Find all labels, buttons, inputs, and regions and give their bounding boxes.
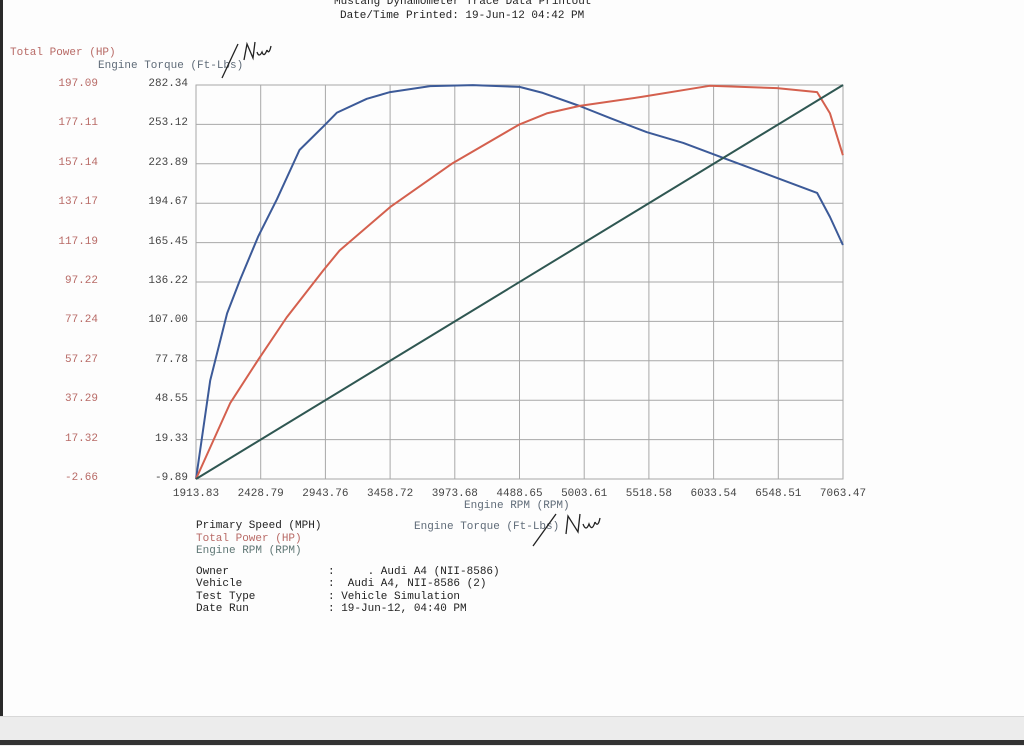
torque-tick-label: -9.89 <box>154 472 188 484</box>
series-line-total-power-hp <box>195 84 844 480</box>
power-tick-label: 177.11 <box>58 117 98 130</box>
power-tick-label: 57.27 <box>64 353 98 366</box>
torque-tick-label: 223.89 <box>148 156 188 169</box>
torque-tick-label: 282.34 <box>148 78 188 90</box>
x-tick-label: 5518.58 <box>625 488 672 500</box>
x-tick-label: 6548.51 <box>755 488 802 500</box>
x-tick-label: 2943.76 <box>302 488 349 500</box>
power-tick-label: 77.24 <box>64 314 98 327</box>
series-line-engine-rpm-rpm <box>195 84 844 480</box>
scan-bottom-edge <box>0 740 1024 745</box>
legend-engine-rpm: Engine RPM (RPM) <box>196 545 302 557</box>
power-tick-label: 157.14 <box>58 156 98 169</box>
x-tick-label: 3458.72 <box>366 488 414 500</box>
power-tick-label: 137.17 <box>58 196 98 209</box>
torque-tick-label: 194.67 <box>148 196 188 209</box>
series-line-engine-torque-ft-lbs <box>195 84 844 480</box>
x-tick-label: 1913.83 <box>172 488 220 500</box>
legend-primary-speed: Primary Speed (MPH) <box>196 520 322 532</box>
report-title: Mustang Dynamometer Trace Data Printout <box>334 0 592 8</box>
torque-tick-label: 48.55 <box>154 393 188 406</box>
x-tick-label: 6033.54 <box>690 488 737 500</box>
x-tick-label: 2428.79 <box>237 488 284 500</box>
torque-tick-label: 19.33 <box>154 432 188 445</box>
info-value: : Audi A4, NII-8586 (2) <box>328 578 487 591</box>
printed-date: Date/Time Printed: 19-Jun-12 04:42 PM <box>340 10 585 22</box>
x-tick-label: 4488.65 <box>496 488 543 500</box>
legend-total-power: Total Power (HP) <box>196 533 302 545</box>
power-tick-label: 197.09 <box>58 78 98 90</box>
legend-engine-torque: Engine Torque (Ft-Lbs) <box>414 521 560 533</box>
torque-tick-label: 107.00 <box>148 314 188 327</box>
info-value: : Vehicle Simulation <box>328 590 461 603</box>
power-tick-label: -2.66 <box>64 472 98 484</box>
torque-tick-label: 165.45 <box>148 235 188 248</box>
x-tick-label: 5003.61 <box>561 488 608 500</box>
info-label: Vehicle <box>196 578 243 591</box>
scan-edge <box>0 0 3 745</box>
info-label: Owner <box>196 566 230 578</box>
info-value: : . Audi A4 (NII-8586) <box>328 566 500 578</box>
info-label: Test Type <box>196 590 256 603</box>
power-tick-label: 17.32 <box>64 432 98 445</box>
x-axis-title: Engine RPM (RPM) <box>464 500 570 512</box>
info-label: Date Run <box>196 602 249 615</box>
x-tick-label: 7063.47 <box>819 488 867 500</box>
power-tick-label: 117.19 <box>58 235 98 248</box>
info-value: : 19-Jun-12, 04:40 PM <box>328 602 467 615</box>
torque-tick-label: 77.78 <box>154 353 188 366</box>
torque-tick-label: 253.12 <box>148 117 188 130</box>
torque-tick-label: 136.22 <box>148 275 188 287</box>
torque-axis-title: Engine Torque (Ft-Lbs) <box>98 60 244 72</box>
power-tick-label: 37.29 <box>64 393 98 406</box>
power-axis-title: Total Power (HP) <box>10 47 116 59</box>
x-tick-label: 3973.68 <box>431 488 478 500</box>
handwritten-nm-annotation <box>221 41 601 547</box>
power-tick-label: 97.22 <box>64 275 98 287</box>
